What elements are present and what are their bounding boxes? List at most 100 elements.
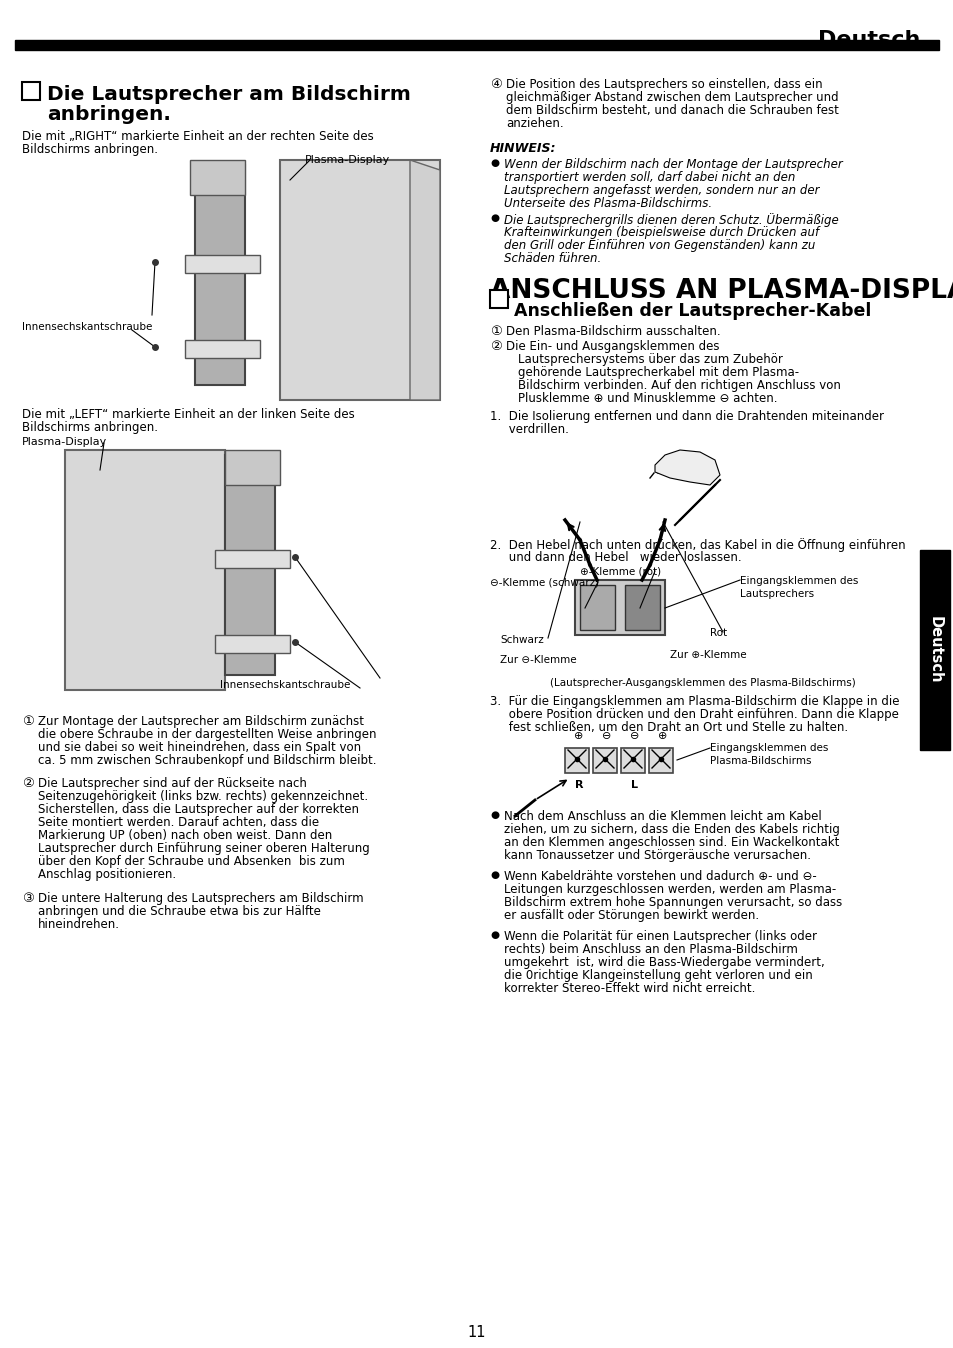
Text: Deutsch: Deutsch	[817, 30, 919, 50]
Text: umgekehrt  ist, wird die Bass-Wiedergabe vermindert,: umgekehrt ist, wird die Bass-Wiedergabe …	[503, 956, 824, 969]
Text: Lautsprechersystems über das zum Zubehör: Lautsprechersystems über das zum Zubehör	[517, 353, 782, 367]
Text: Innensechskantschraube: Innensechskantschraube	[220, 679, 350, 690]
Text: Deutsch: Deutsch	[926, 616, 942, 683]
Text: ●: ●	[490, 930, 498, 940]
Text: Zur Montage der Lautsprecher am Bildschirm zunächst: Zur Montage der Lautsprecher am Bildschi…	[38, 714, 364, 728]
Bar	[214, 550, 290, 568]
Bar	[190, 160, 245, 195]
Text: ③: ③	[22, 892, 34, 905]
Text: verdrillen.: verdrillen.	[490, 423, 568, 435]
Text: Bildschirm verbinden. Auf den richtigen Anschluss von: Bildschirm verbinden. Auf den richtigen …	[517, 379, 840, 392]
Text: Plasma-Display: Plasma-Display	[304, 155, 390, 164]
Text: ⊕: ⊕	[574, 731, 583, 741]
Text: Den Plasma-Bildschirm ausschalten.: Den Plasma-Bildschirm ausschalten.	[505, 325, 720, 338]
Text: Nach dem Anschluss an die Klemmen leicht am Kabel: Nach dem Anschluss an die Klemmen leicht…	[503, 810, 821, 824]
Text: ⊖: ⊖	[630, 731, 639, 741]
Bar	[280, 160, 439, 400]
Text: L: L	[631, 780, 638, 790]
Bar	[15, 40, 938, 50]
Text: (Lautsprecher-Ausgangsklemmen des Plasma-Bildschirms): (Lautsprecher-Ausgangsklemmen des Plasma…	[550, 678, 855, 687]
Text: Zur ⊖-Klemme: Zur ⊖-Klemme	[499, 655, 576, 665]
Text: an den Klemmen angeschlossen sind. Ein Wackelkontakt: an den Klemmen angeschlossen sind. Ein W…	[503, 836, 839, 849]
Text: Die Lautsprecher am Bildschirm: Die Lautsprecher am Bildschirm	[47, 85, 411, 104]
Text: Innensechskantschraube: Innensechskantschraube	[22, 322, 152, 332]
Text: Wenn Kabeldrähte vorstehen und dadurch ⊕- und ⊖-: Wenn Kabeldrähte vorstehen und dadurch ⊕…	[503, 869, 816, 883]
Text: und dann den Hebel   wieder loslassen.: und dann den Hebel wieder loslassen.	[490, 551, 740, 563]
Text: über den Kopf der Schraube und Absenken  bis zum: über den Kopf der Schraube und Absenken …	[38, 855, 345, 868]
Polygon shape	[410, 160, 439, 400]
Text: Die Position des Lautsprechers so einstellen, dass ein: Die Position des Lautsprechers so einste…	[505, 78, 821, 92]
Text: Die untere Halterung des Lautsprechers am Bildschirm: Die untere Halterung des Lautsprechers a…	[38, 892, 363, 905]
Text: Krafteinwirkungen (beispielsweise durch Drücken auf: Krafteinwirkungen (beispielsweise durch …	[503, 226, 819, 239]
Text: er ausfällt oder Störungen bewirkt werden.: er ausfällt oder Störungen bewirkt werde…	[503, 909, 759, 922]
Text: die 0richtige Klangeinstellung geht verloren und ein: die 0richtige Klangeinstellung geht verl…	[503, 969, 812, 981]
Text: Sicherstellen, dass die Lautsprecher auf der korrekten: Sicherstellen, dass die Lautsprecher auf…	[38, 803, 358, 816]
Text: fest schließen, um den Draht an Ort und Stelle zu halten.: fest schließen, um den Draht an Ort und …	[490, 721, 847, 735]
Text: Die Ein- und Ausgangsklemmen des: Die Ein- und Ausgangsklemmen des	[505, 340, 719, 353]
Text: Anschließen der Lautsprecher-Kabel: Anschließen der Lautsprecher-Kabel	[514, 302, 870, 319]
Bar	[65, 450, 225, 690]
Polygon shape	[655, 450, 720, 485]
Text: gehörende Lautsprecherkabel mit dem Plasma-: gehörende Lautsprecherkabel mit dem Plas…	[517, 367, 799, 379]
Text: ④: ④	[490, 78, 501, 92]
Text: obere Position drücken und den Draht einführen. Dann die Klappe: obere Position drücken und den Draht ein…	[490, 708, 898, 721]
Text: 2.  Den Hebel nach unten drücken, das Kabel in die Öffnung einführen: 2. Den Hebel nach unten drücken, das Kab…	[490, 538, 904, 551]
Text: ②: ②	[490, 340, 501, 353]
Bar	[564, 748, 588, 772]
Text: den Grill oder Einführen von Gegenständen) kann zu: den Grill oder Einführen von Gegenstände…	[503, 239, 815, 252]
Bar	[214, 635, 290, 652]
Text: gleichmäßiger Abstand zwischen dem Lautsprecher und: gleichmäßiger Abstand zwischen dem Lauts…	[505, 92, 838, 104]
Text: 1: 1	[494, 293, 503, 307]
Text: Wenn der Bildschirm nach der Montage der Lautsprecher: Wenn der Bildschirm nach der Montage der…	[503, 158, 841, 171]
Text: ①: ①	[22, 714, 34, 728]
Text: 3.  Für die Eingangsklemmen am Plasma-Bildschirm die Klappe in die: 3. Für die Eingangsklemmen am Plasma-Bil…	[490, 696, 899, 708]
Text: Eingangsklemmen des
Lautsprechers: Eingangsklemmen des Lautsprechers	[740, 576, 858, 599]
Text: Seite montiert werden. Darauf achten, dass die: Seite montiert werden. Darauf achten, da…	[38, 816, 319, 829]
Text: Zur ⊕-Klemme: Zur ⊕-Klemme	[669, 650, 746, 661]
Bar	[185, 340, 260, 359]
Bar	[593, 748, 617, 772]
Text: 11: 11	[467, 1325, 486, 1340]
Text: Unterseite des Plasma-Bildschirms.: Unterseite des Plasma-Bildschirms.	[503, 197, 711, 210]
Text: Plusklemme ⊕ und Minusklemme ⊖ achten.: Plusklemme ⊕ und Minusklemme ⊖ achten.	[517, 392, 777, 404]
Bar	[579, 585, 615, 630]
Text: Schäden führen.: Schäden führen.	[503, 252, 600, 266]
Text: ⊖-Klemme (schwarz): ⊖-Klemme (schwarz)	[490, 578, 598, 588]
Text: Eingangsklemmen des
Plasma-Bildschirms: Eingangsklemmen des Plasma-Bildschirms	[709, 743, 827, 766]
Text: ca. 5 mm zwischen Schraubenkopf und Bildschirm bleibt.: ca. 5 mm zwischen Schraubenkopf und Bild…	[38, 754, 376, 767]
Text: rechts) beim Anschluss an den Plasma-Bildschirm: rechts) beim Anschluss an den Plasma-Bil…	[503, 944, 797, 956]
Text: Bildschirms anbringen.: Bildschirms anbringen.	[22, 143, 158, 156]
Bar	[185, 255, 260, 274]
Text: ⊖: ⊖	[601, 731, 611, 741]
Text: Die mit „RIGHT“ markierte Einheit an der rechten Seite des: Die mit „RIGHT“ markierte Einheit an der…	[22, 129, 374, 143]
Text: ●: ●	[490, 213, 498, 222]
Text: Die Lautsprecher sind auf der Rückseite nach: Die Lautsprecher sind auf der Rückseite …	[38, 776, 307, 790]
Text: Lautsprechern angefasst werden, sondern nur an der: Lautsprechern angefasst werden, sondern …	[503, 183, 819, 197]
Text: Bildschirms anbringen.: Bildschirms anbringen.	[22, 421, 158, 434]
Text: Seitenzugehörigkeit (links bzw. rechts) gekennzeichnet.: Seitenzugehörigkeit (links bzw. rechts) …	[38, 790, 368, 803]
Text: kann Tonaussetzer und Störgeräusche verursachen.: kann Tonaussetzer und Störgeräusche veru…	[503, 849, 810, 861]
Text: korrekter Stereo-Effekt wird nicht erreicht.: korrekter Stereo-Effekt wird nicht errei…	[503, 981, 755, 995]
Text: und sie dabei so weit hineindrehen, dass ein Spalt von: und sie dabei so weit hineindrehen, dass…	[38, 741, 361, 754]
Bar	[919, 550, 949, 749]
Text: ●: ●	[490, 158, 498, 168]
Text: anziehen.: anziehen.	[505, 117, 563, 129]
Text: transportiert werden soll, darf dabei nicht an den: transportiert werden soll, darf dabei ni…	[503, 171, 795, 183]
Text: Die mit „LEFT“ markierte Einheit an der linken Seite des: Die mit „LEFT“ markierte Einheit an der …	[22, 408, 355, 421]
Bar	[575, 580, 664, 635]
Bar	[225, 456, 274, 675]
Text: ①: ①	[490, 325, 501, 338]
Text: 1.  Die Isolierung entfernen und dann die Drahtenden miteinander: 1. Die Isolierung entfernen und dann die…	[490, 410, 883, 423]
Text: Rot: Rot	[709, 628, 726, 638]
Text: anbringen.: anbringen.	[47, 105, 171, 124]
Text: Schwarz: Schwarz	[499, 635, 543, 644]
Bar	[648, 748, 672, 772]
Text: ●: ●	[490, 869, 498, 880]
Bar	[225, 450, 280, 485]
Text: ②: ②	[22, 776, 34, 790]
Text: Wenn die Polarität für einen Lautsprecher (links oder: Wenn die Polarität für einen Lautspreche…	[503, 930, 816, 944]
Bar	[490, 290, 507, 307]
Text: ●: ●	[490, 810, 498, 820]
Bar	[624, 585, 659, 630]
Text: die obere Schraube in der dargestellten Weise anbringen: die obere Schraube in der dargestellten …	[38, 728, 376, 741]
